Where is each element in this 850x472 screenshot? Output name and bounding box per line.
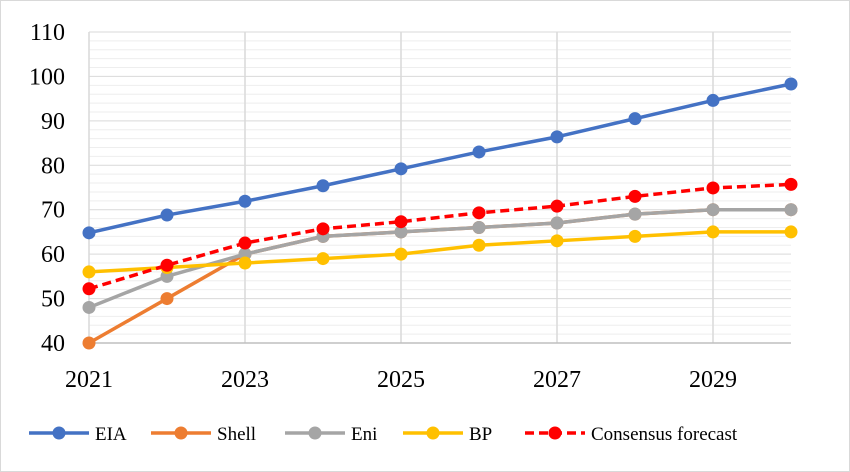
data-point [472, 145, 486, 159]
legend-item: Consensus forecast [525, 424, 738, 445]
axes [88, 32, 791, 344]
data-point [550, 234, 564, 248]
data-point [784, 177, 798, 191]
data-point [394, 162, 408, 176]
data-point [160, 269, 174, 283]
series-consensus-forecast [82, 177, 798, 296]
data-point [628, 229, 642, 243]
legend-label: Consensus forecast [591, 424, 738, 445]
series-line [88, 230, 791, 274]
legend-item: Eni [285, 424, 377, 445]
data-point [238, 256, 252, 270]
data-point [550, 216, 564, 230]
data-point [82, 265, 96, 279]
y-tick-label: 50 [41, 287, 65, 313]
data-point [706, 203, 720, 217]
data-point [784, 77, 798, 91]
data-point [628, 207, 642, 221]
y-tick-label: 70 [41, 198, 65, 224]
data-point [550, 130, 564, 144]
tick-labels: 40 50 60 70 80 90 100 110 2021 2023 2025 2027 2029 [29, 20, 737, 393]
data-point [394, 225, 408, 239]
data-point [160, 208, 174, 222]
series-line [88, 182, 792, 291]
data-point [394, 215, 408, 229]
data-point [394, 247, 408, 261]
data-point [82, 226, 96, 240]
legend-label: Shell [217, 424, 256, 445]
series-eia [82, 77, 798, 240]
data-point [160, 258, 174, 272]
data-point [628, 189, 642, 203]
y-tick-label: 100 [29, 64, 65, 90]
legend-item: Shell [151, 424, 256, 445]
series-lines [82, 77, 798, 350]
series-line [88, 207, 791, 310]
data-point [82, 300, 96, 314]
data-point [316, 179, 330, 193]
data-point [706, 225, 720, 239]
data-point [706, 181, 720, 195]
data-point [238, 236, 252, 250]
data-point [82, 282, 96, 296]
x-tick-label: 2029 [689, 367, 737, 393]
series-shell [82, 203, 798, 350]
x-tick-label: 2023 [221, 367, 269, 393]
legend: EIA Shell Eni BP Consensus forecast [29, 424, 738, 445]
y-tick-label: 110 [30, 20, 65, 46]
data-point [316, 222, 330, 236]
legend-swatch-marker [52, 426, 66, 440]
data-point [706, 93, 720, 107]
legend-swatch-marker [426, 426, 440, 440]
data-point [550, 199, 564, 213]
legend-label: BP [469, 424, 492, 445]
series-bp [82, 225, 798, 279]
x-tick-label: 2027 [533, 367, 581, 393]
data-point [472, 220, 486, 234]
data-point [238, 247, 252, 261]
legend-swatch-marker [548, 426, 562, 440]
legend-item: EIA [29, 424, 127, 445]
y-tick-label: 90 [41, 109, 65, 135]
legend-swatch-marker [174, 426, 188, 440]
data-point [160, 292, 174, 306]
data-point [472, 206, 486, 220]
data-point [784, 203, 798, 217]
series-line [88, 82, 792, 235]
data-point [472, 238, 486, 252]
y-tick-label: 60 [41, 242, 65, 268]
legend-label: Eni [351, 424, 377, 445]
x-tick-label: 2021 [65, 367, 113, 393]
legend-swatch-marker [308, 426, 322, 440]
data-point [316, 252, 330, 266]
data-point [784, 225, 798, 239]
y-tick-label: 80 [41, 153, 65, 179]
legend-item: BP [403, 424, 492, 445]
data-point [628, 112, 642, 126]
legend-label: EIA [95, 424, 127, 445]
data-point [238, 194, 252, 208]
y-tick-label: 40 [41, 331, 65, 357]
gridlines [89, 31, 791, 344]
data-point [82, 336, 96, 350]
x-tick-label: 2025 [377, 367, 425, 393]
